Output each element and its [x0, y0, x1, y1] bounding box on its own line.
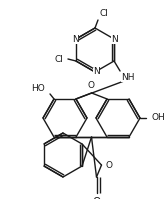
Text: N: N	[111, 34, 117, 44]
Text: N: N	[93, 67, 99, 76]
Text: HO: HO	[31, 84, 45, 94]
Text: N: N	[73, 34, 79, 44]
Text: OH: OH	[151, 113, 165, 123]
Text: NH: NH	[121, 72, 135, 82]
Text: Cl: Cl	[54, 55, 63, 63]
Text: O: O	[92, 197, 101, 199]
Text: Cl: Cl	[100, 9, 108, 18]
Text: O: O	[88, 81, 95, 91]
Text: O: O	[105, 161, 112, 170]
